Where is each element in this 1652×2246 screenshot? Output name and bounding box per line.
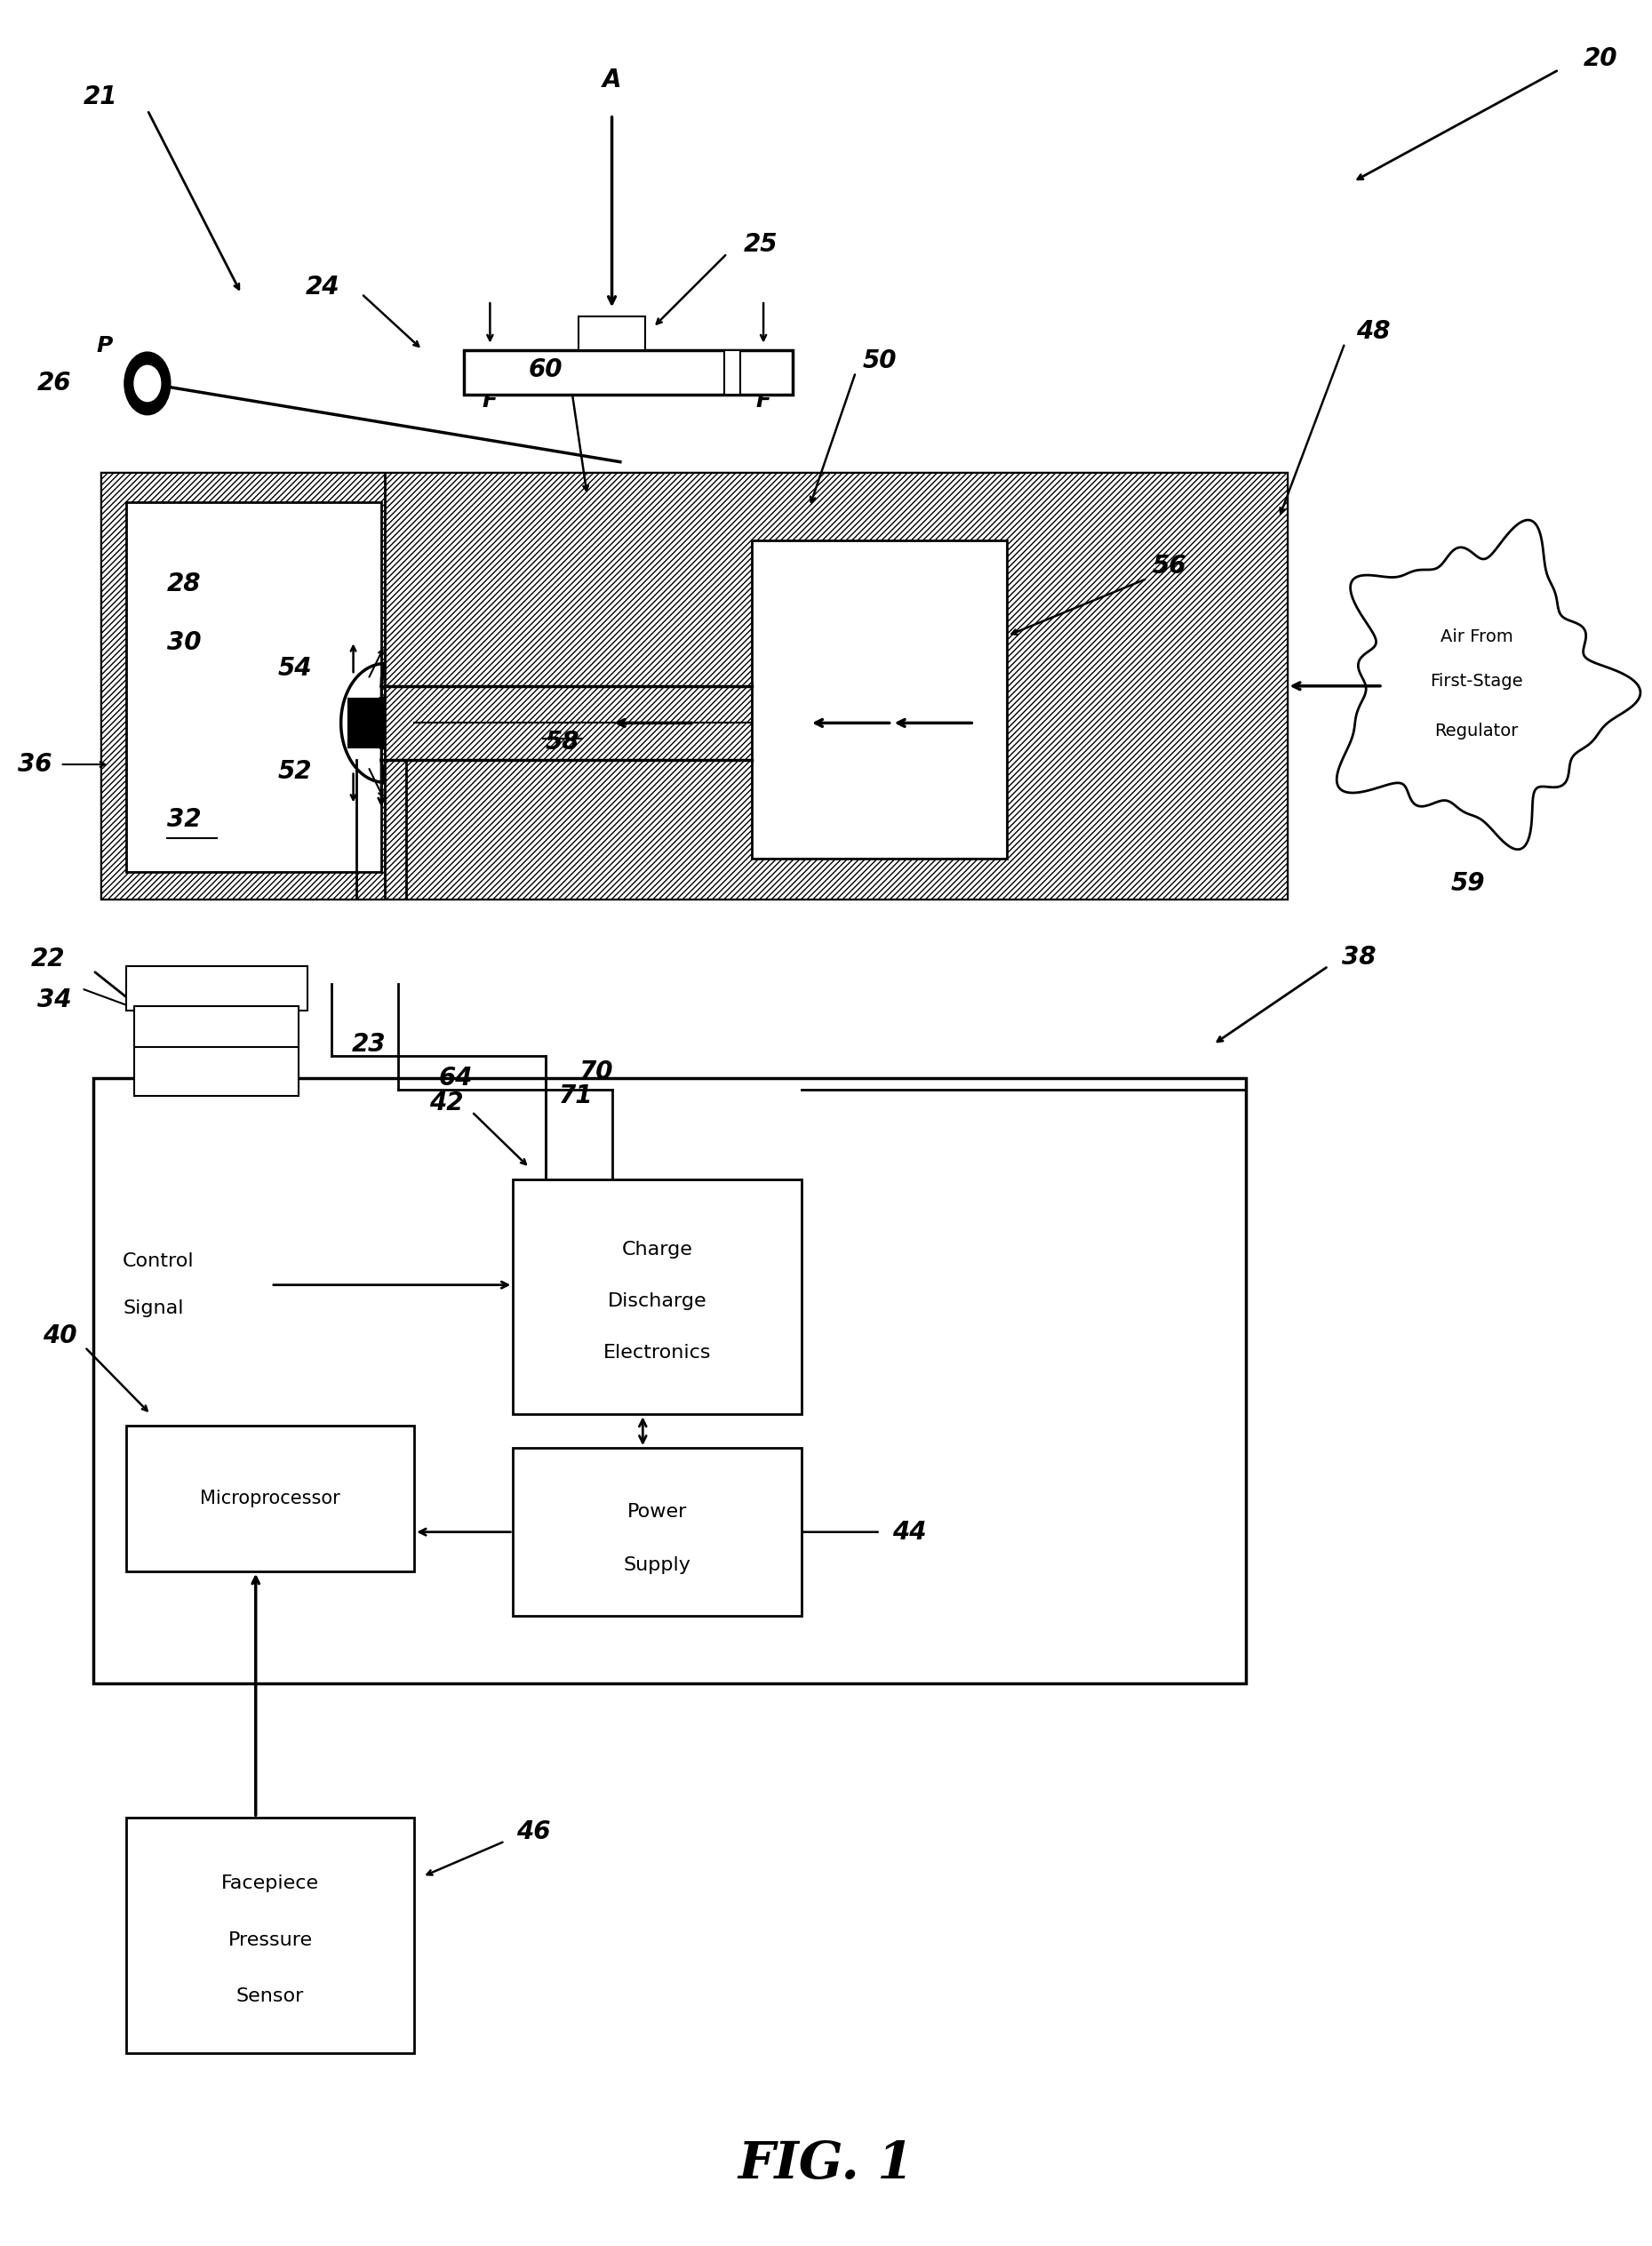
Text: 40: 40 <box>43 1323 76 1348</box>
Text: 48: 48 <box>1356 319 1391 344</box>
Text: F: F <box>482 391 497 411</box>
Bar <box>578 317 644 350</box>
Text: 54: 54 <box>278 656 312 681</box>
Text: 24: 24 <box>306 274 340 299</box>
Text: Air From: Air From <box>1441 629 1513 645</box>
Text: 58: 58 <box>545 730 580 755</box>
Text: 21: 21 <box>84 83 117 110</box>
Text: Control: Control <box>122 1253 195 1271</box>
Text: Supply: Supply <box>623 1556 691 1574</box>
Text: 36: 36 <box>18 752 51 777</box>
Polygon shape <box>1336 521 1640 849</box>
Text: 32: 32 <box>167 806 202 831</box>
Text: 64: 64 <box>439 1067 472 1092</box>
Text: P: P <box>96 335 112 357</box>
Text: 50: 50 <box>862 348 897 373</box>
Text: Microprocessor: Microprocessor <box>200 1489 340 1507</box>
Text: Regulator: Regulator <box>1434 723 1518 739</box>
Text: Facepiece: Facepiece <box>221 1875 319 1893</box>
Text: Sensor: Sensor <box>236 1988 304 2006</box>
Bar <box>126 1426 415 1572</box>
Text: 42: 42 <box>430 1089 464 1116</box>
Bar <box>101 474 1287 898</box>
Bar <box>514 1179 801 1415</box>
Bar <box>126 503 382 871</box>
Text: 44: 44 <box>892 1521 927 1545</box>
Text: 60: 60 <box>529 357 562 382</box>
Text: Signal: Signal <box>122 1300 183 1318</box>
Text: 23: 23 <box>352 1033 387 1058</box>
Text: 26: 26 <box>38 371 71 395</box>
Text: 34: 34 <box>38 988 71 1013</box>
Circle shape <box>124 353 170 416</box>
Text: 38: 38 <box>1341 946 1376 970</box>
Bar <box>126 966 307 1011</box>
Bar <box>514 1449 801 1617</box>
Text: Power: Power <box>628 1503 687 1521</box>
Text: 30: 30 <box>167 631 202 656</box>
Text: 71: 71 <box>558 1083 593 1110</box>
Bar <box>724 350 740 395</box>
Text: 52: 52 <box>278 759 312 784</box>
Bar <box>101 474 1287 898</box>
Text: 25: 25 <box>743 231 778 256</box>
Text: 59: 59 <box>1450 871 1485 896</box>
Text: 28: 28 <box>167 570 202 595</box>
Text: Charge: Charge <box>621 1240 692 1258</box>
Circle shape <box>134 366 160 402</box>
Bar <box>134 1047 299 1096</box>
Bar <box>126 1817 415 2053</box>
Bar <box>93 1078 1246 1682</box>
Text: 46: 46 <box>517 1819 550 1844</box>
Text: 56: 56 <box>1151 553 1186 577</box>
Text: 70: 70 <box>578 1060 613 1085</box>
Text: A: A <box>603 67 621 92</box>
Bar <box>752 541 1008 858</box>
Bar <box>464 350 793 395</box>
Bar <box>134 1006 299 1051</box>
Text: 20: 20 <box>1584 47 1617 72</box>
Text: 22: 22 <box>31 948 64 973</box>
Text: FIG. 1: FIG. 1 <box>738 2140 914 2190</box>
Text: Pressure: Pressure <box>228 1932 312 1950</box>
Text: Electronics: Electronics <box>603 1345 710 1361</box>
Text: Discharge: Discharge <box>608 1291 707 1309</box>
Text: First-Stage: First-Stage <box>1431 674 1523 690</box>
Text: F: F <box>757 391 771 411</box>
Bar <box>349 699 385 748</box>
